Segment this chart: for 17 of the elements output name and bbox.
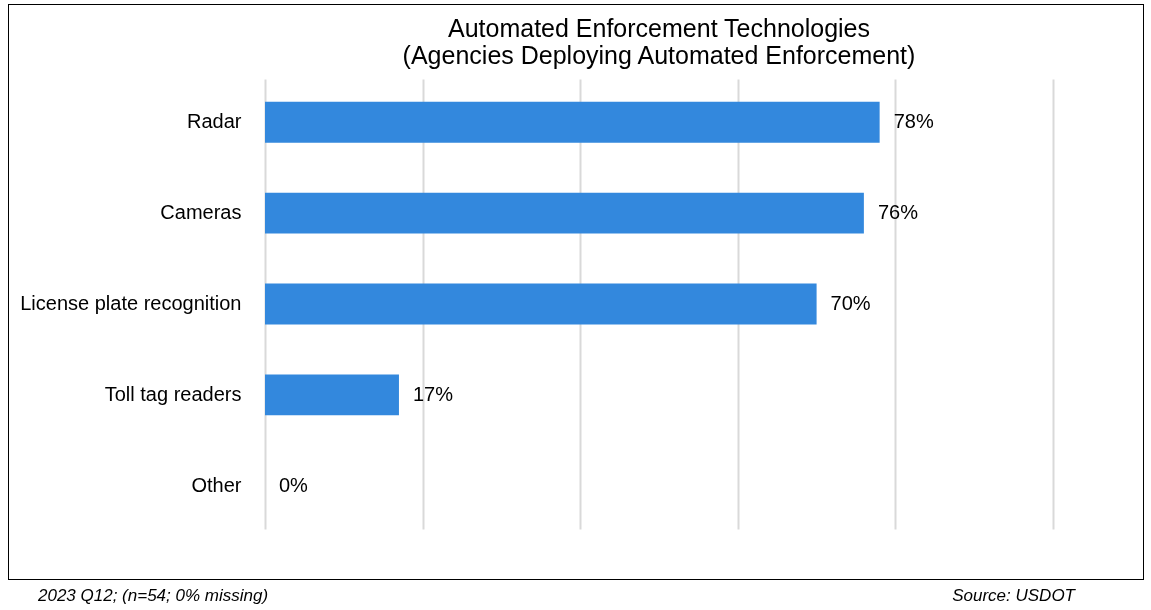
data-label: 0%: [279, 473, 309, 496]
y-tick-label: Other: [191, 473, 242, 496]
data-label: 78%: [893, 110, 934, 133]
bar: [265, 101, 880, 143]
text: 2023 Q12; (n=54; 0% missing): [38, 586, 269, 606]
data-label: 70%: [830, 292, 871, 314]
data-label: 76%: [877, 201, 919, 224]
data-label: 17%: [412, 382, 454, 405]
y-tick-label: Toll tag readers: [104, 382, 242, 405]
bar: [265, 283, 817, 325]
y-tick-label: Radar: [187, 110, 242, 133]
chart-title: Automated Enforcement Technologies (Agencies Deploying Automated Enforcement): [402, 14, 916, 69]
y-tick-label: Cameras: [160, 201, 242, 224]
bar: [265, 192, 864, 234]
bar: [265, 374, 399, 416]
y-tick-label: License plate recognition: [20, 292, 242, 314]
source-note: Source: USDOT: [952, 586, 1075, 606]
